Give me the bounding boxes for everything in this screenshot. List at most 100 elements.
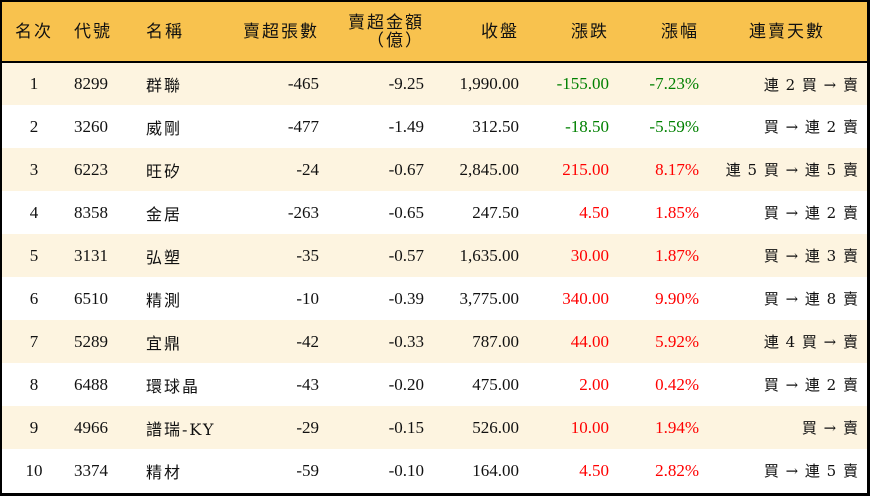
close-cell: 2,845.00 — [459, 159, 520, 179]
table-row: 1 8299 群聯 -465 -9.25 1,990.00 -155.00 -7… — [2, 62, 867, 105]
pct-change-cell: 5.92% — [655, 331, 699, 351]
change-cell: -155.00 — [556, 74, 609, 93]
change-cell: 340.00 — [562, 288, 609, 308]
pct-change-cell: 9.90% — [655, 288, 699, 308]
pct-change-cell: -7.23% — [649, 74, 699, 93]
streak-cell: 買 → 連 2 賣 — [763, 118, 859, 136]
name-cell: 譜瑞-KY — [146, 419, 216, 439]
rank-cell: 2 — [29, 116, 39, 136]
pct-change-cell: 1.94% — [655, 417, 699, 437]
header-pct-change: 漲幅 — [661, 21, 699, 42]
sell-lots-cell: -465 — [287, 74, 319, 93]
code-cell: 8299 — [74, 74, 108, 93]
header-change: 漲跌 — [571, 21, 609, 42]
sell-lots-cell: -59 — [296, 460, 319, 480]
header-code: 代號 — [74, 21, 112, 42]
streak-cell: 買 → 連 8 賣 — [763, 290, 859, 308]
table-row: 4 8358 金居 -263 -0.65 247.50 4.50 1.85% 買… — [2, 191, 867, 234]
streak-cell: 買 → 賣 — [801, 419, 859, 437]
name-cell: 環球晶 — [146, 376, 201, 396]
sell-amount-cell: -9.25 — [388, 74, 424, 93]
sell-amount-cell: -0.65 — [388, 202, 424, 222]
sell-amount-cell: -0.15 — [388, 417, 424, 437]
streak-cell: 連 5 買 → 連 5 賣 — [725, 161, 859, 179]
code-cell: 8358 — [74, 202, 108, 222]
rank-cell: 10 — [25, 460, 43, 480]
header-sell-lots: 賣超張數 — [243, 21, 319, 42]
sell-lots-cell: -42 — [296, 331, 319, 351]
streak-cell: 買 → 連 2 賣 — [763, 376, 859, 394]
rank-cell: 1 — [29, 74, 39, 93]
table-row: 3 6223 旺矽 -24 -0.67 2,845.00 215.00 8.17… — [2, 148, 867, 191]
header-name: 名稱 — [146, 21, 184, 42]
sell-lots-cell: -29 — [296, 417, 319, 437]
code-cell: 3131 — [74, 245, 108, 265]
table-row: 7 5289 宜鼎 -42 -0.33 787.00 44.00 5.92% 連… — [2, 320, 867, 363]
close-cell: 787.00 — [472, 331, 519, 351]
pct-change-cell: 1.85% — [655, 202, 699, 222]
table-row: 2 3260 威剛 -477 -1.49 312.50 -18.50 -5.59… — [2, 105, 867, 148]
sell-amount-cell: -0.20 — [388, 374, 424, 394]
code-cell: 3374 — [74, 460, 108, 480]
name-cell: 精材 — [146, 462, 183, 482]
header-streak: 連賣天數 — [749, 21, 825, 42]
table-row: 5 3131 弘塑 -35 -0.57 1,635.00 30.00 1.87%… — [2, 234, 867, 277]
close-cell: 312.50 — [472, 116, 519, 136]
code-cell: 5289 — [74, 331, 108, 351]
rank-cell: 4 — [29, 202, 39, 222]
sell-amount-cell: -0.33 — [388, 331, 424, 351]
code-cell: 3260 — [74, 116, 108, 136]
pct-change-cell: 1.87% — [655, 245, 699, 265]
sell-amount-cell: -0.39 — [388, 288, 424, 308]
rank-cell: 5 — [29, 245, 39, 265]
streak-cell: 連 4 買 → 賣 — [763, 333, 859, 351]
code-cell: 6223 — [74, 159, 108, 179]
name-cell: 群聯 — [146, 76, 183, 95]
change-cell: 215.00 — [562, 159, 609, 179]
close-cell: 164.00 — [472, 460, 519, 480]
name-cell: 弘塑 — [146, 247, 183, 267]
rank-cell: 3 — [29, 159, 39, 179]
pct-change-cell: 2.82% — [655, 460, 699, 480]
header-rank: 名次 — [15, 21, 53, 42]
sell-amount-cell: -0.57 — [388, 245, 424, 265]
sell-lots-cell: -24 — [296, 159, 319, 179]
change-cell: 4.50 — [579, 202, 609, 222]
sell-lots-cell: -10 — [296, 288, 319, 308]
pct-change-cell: 0.42% — [655, 374, 699, 394]
close-cell: 1,990.00 — [459, 74, 520, 93]
name-cell: 宜鼎 — [146, 333, 183, 353]
change-cell: 30.00 — [570, 245, 609, 265]
change-cell: 2.00 — [579, 374, 609, 394]
sell-amount-cell: -0.67 — [388, 159, 424, 179]
sell-lots-cell: -477 — [287, 116, 319, 136]
sell-lots-cell: -43 — [296, 374, 319, 394]
sell-lots-cell: -263 — [287, 202, 319, 222]
streak-cell: 連 2 買 → 賣 — [763, 75, 859, 94]
rank-cell: 9 — [29, 417, 39, 437]
rank-cell: 7 — [29, 331, 39, 351]
header-sell-amount: 賣超金額 （億） — [348, 12, 424, 51]
close-cell: 247.50 — [472, 202, 519, 222]
rank-cell: 6 — [29, 288, 39, 308]
pct-change-cell: -5.59% — [649, 116, 699, 136]
change-cell: -18.50 — [565, 116, 609, 136]
streak-cell: 買 → 連 3 賣 — [763, 247, 859, 265]
table-row: 9 4966 譜瑞-KY -29 -0.15 526.00 10.00 1.94… — [2, 406, 867, 449]
name-cell: 威剛 — [146, 118, 183, 138]
close-cell: 526.00 — [472, 417, 519, 437]
close-cell: 475.00 — [472, 374, 519, 394]
streak-cell: 買 → 連 2 賣 — [763, 204, 859, 222]
close-cell: 1,635.00 — [459, 245, 520, 265]
name-cell: 金居 — [146, 204, 183, 224]
streak-cell: 買 → 連 5 賣 — [763, 462, 859, 480]
sell-amount-cell: -0.10 — [388, 460, 424, 480]
table-row: 6 6510 精測 -10 -0.39 3,775.00 340.00 9.90… — [2, 277, 867, 320]
table-row: 10 3374 精材 -59 -0.10 164.00 4.50 2.82% 買… — [2, 449, 867, 492]
change-cell: 4.50 — [579, 460, 609, 480]
pct-change-cell: 8.17% — [655, 159, 699, 179]
code-cell: 4966 — [74, 417, 108, 437]
code-cell: 6510 — [74, 288, 108, 308]
